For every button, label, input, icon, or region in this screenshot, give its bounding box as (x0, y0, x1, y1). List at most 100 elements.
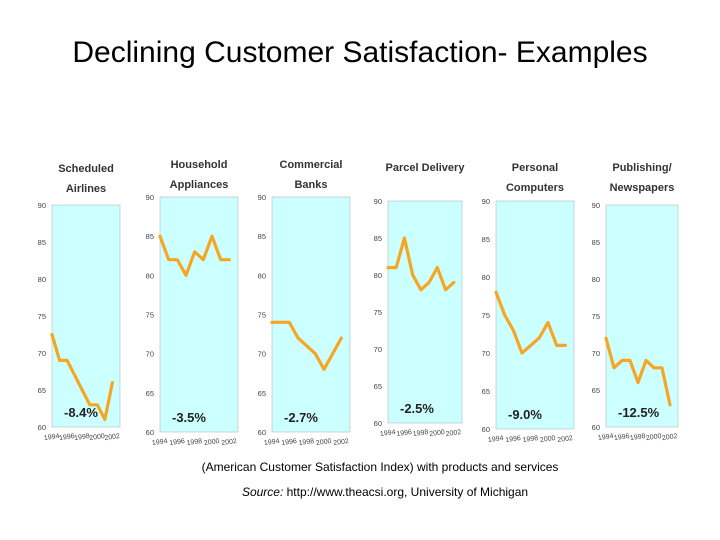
y-tick-label: 75 (258, 311, 266, 320)
x-tick-label: 2002 (221, 438, 238, 447)
data-point (51, 333, 53, 336)
data-point (521, 352, 523, 354)
y-tick-label: 85 (374, 234, 382, 243)
data-point (323, 368, 325, 371)
y-tick-label: 90 (374, 197, 382, 206)
plot-area (387, 200, 463, 424)
y-tick-label: 65 (374, 382, 382, 391)
data-point (314, 352, 317, 355)
data-point (555, 344, 558, 347)
data-point (512, 329, 515, 332)
y-tick-label: 80 (374, 271, 382, 280)
x-tick-label: 2002 (662, 433, 679, 442)
data-point (403, 237, 406, 239)
x-tick-label: 2000 (646, 433, 663, 442)
change-annotation: -2.5% (400, 401, 434, 416)
data-point (202, 258, 205, 261)
data-point (297, 337, 299, 339)
y-tick-label: 75 (592, 312, 600, 321)
data-point (452, 281, 455, 284)
data-point (387, 266, 389, 269)
x-tick-label: 2000 (540, 435, 557, 444)
plot-area (271, 196, 351, 433)
data-point (58, 359, 61, 362)
data-point (104, 418, 106, 421)
data-point (420, 289, 422, 291)
x-tick-label: 1998 (412, 429, 429, 438)
y-tick-label: 65 (146, 389, 154, 398)
data-point (503, 314, 506, 316)
data-point (88, 404, 91, 406)
y-tick-label: 60 (258, 428, 266, 437)
y-tick-label: 70 (38, 349, 46, 358)
y-tick-label: 70 (258, 350, 266, 359)
chart-title-line: Computers (506, 182, 564, 194)
source-label: Source: (241, 485, 284, 499)
y-tick-label: 60 (592, 423, 600, 432)
data-point (395, 266, 398, 269)
y-tick-label: 85 (482, 235, 490, 244)
y-tick-label: 85 (258, 232, 266, 241)
data-point (669, 404, 671, 406)
data-point (271, 321, 273, 324)
data-point (436, 266, 439, 269)
caption: (American Customer Satisfaction Index) w… (201, 460, 559, 474)
data-point (96, 404, 99, 406)
y-tick-label: 65 (258, 389, 266, 398)
chart-title-line: Personal (512, 162, 558, 174)
x-tick-label: 1996 (59, 433, 76, 442)
y-tick-label: 75 (146, 311, 154, 320)
plot-area (495, 200, 575, 430)
y-tick-label: 70 (482, 349, 490, 358)
data-point (211, 235, 213, 237)
y-tick-label: 80 (592, 275, 600, 284)
y-tick-label: 60 (38, 423, 46, 432)
data-point (288, 321, 291, 324)
data-point (228, 258, 231, 261)
y-tick-label: 75 (38, 312, 46, 321)
data-point (428, 281, 430, 284)
x-tick-label: 1998 (630, 433, 647, 442)
data-point (653, 367, 655, 369)
chart-title-line: Parcel Delivery (386, 162, 466, 174)
data-point (185, 274, 187, 277)
y-tick-label: 90 (592, 201, 600, 210)
x-tick-label: 1994 (488, 435, 505, 444)
y-tick-label: 75 (374, 308, 382, 317)
data-point (538, 337, 541, 339)
x-tick-label: 2002 (333, 438, 350, 447)
data-point (613, 367, 615, 369)
y-tick-label: 70 (146, 350, 154, 359)
x-tick-label: 2000 (316, 438, 333, 447)
y-tick-label: 90 (146, 193, 154, 202)
data-point (547, 321, 549, 324)
chart-title-line: Airlines (66, 183, 106, 195)
data-point (305, 345, 308, 347)
y-tick-label: 65 (592, 386, 600, 395)
y-tick-label: 90 (482, 197, 490, 206)
chart-title-line: Commercial (280, 159, 343, 171)
data-point (661, 367, 663, 369)
page-title: Declining Customer Satisfaction- Example… (72, 36, 648, 69)
x-tick-label: 1996 (281, 438, 298, 447)
y-tick-label: 85 (592, 238, 600, 247)
x-tick-label: 1996 (505, 435, 522, 444)
x-tick-label: 1998 (298, 438, 315, 447)
x-tick-label: 1994 (44, 433, 61, 442)
x-tick-label: 1994 (152, 438, 169, 447)
chart-title-line: Appliances (170, 179, 229, 191)
data-point (411, 274, 414, 276)
y-tick-label: 80 (258, 271, 266, 280)
y-tick-label: 75 (482, 311, 490, 320)
data-point (176, 258, 179, 261)
data-point (564, 344, 567, 347)
data-point (637, 381, 639, 384)
x-tick-label: 1996 (396, 429, 413, 438)
y-tick-label: 90 (258, 193, 266, 202)
data-point (167, 258, 170, 261)
x-tick-label: 2002 (557, 435, 574, 444)
data-point (159, 235, 161, 237)
y-tick-label: 60 (374, 419, 382, 428)
chart-title-line: Banks (294, 179, 327, 191)
x-tick-label: 2000 (89, 433, 106, 442)
